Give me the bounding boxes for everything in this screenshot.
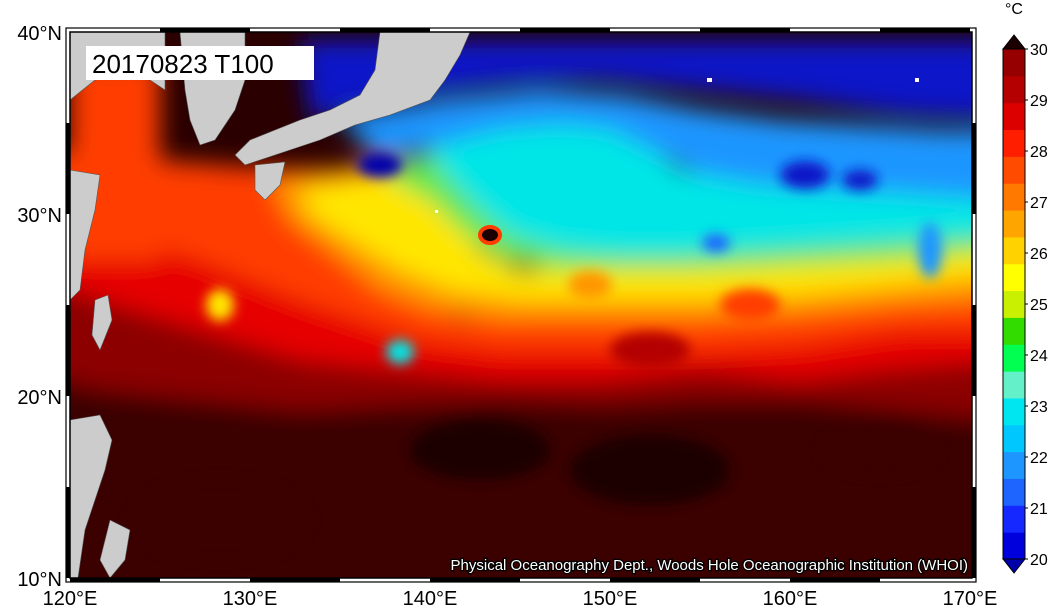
- colorbar-band: [1003, 129, 1025, 157]
- colorbar-band: [1003, 532, 1025, 560]
- colorbar-tick-label: 24: [1030, 348, 1048, 365]
- lon-tick-label: 150°E: [583, 588, 638, 610]
- colorbar-band: [1003, 75, 1025, 104]
- lon-tick-label: 130°E: [223, 588, 278, 610]
- lat-tick-label: 20°N: [17, 387, 62, 409]
- credit-text: Physical Oceanography Dept., Woods Hole …: [451, 557, 968, 574]
- colorbar-band: [1003, 451, 1025, 479]
- colorbar: 20 21 22 23 24 25 26 27 28 29 30: [1001, 34, 1048, 574]
- checkered-border: [66, 28, 976, 582]
- latitude-labels: 40°N 30°N 20°N 10°N: [17, 23, 62, 591]
- colorbar-tick-label: 29: [1030, 93, 1048, 110]
- colorbar-band: [1003, 210, 1025, 238]
- colorbar-band: [1003, 156, 1025, 184]
- lon-tick-label: 120°E: [43, 588, 98, 610]
- colorbar-tick-label: 21: [1030, 501, 1048, 518]
- colorbar-tick-label: 27: [1030, 195, 1048, 212]
- colorbar-band: [1003, 317, 1025, 345]
- colorbar-band: [1003, 183, 1025, 211]
- colorbar-unit: °C: [1005, 1, 1023, 18]
- lat-tick-label: 30°N: [17, 205, 62, 227]
- colorbar-band: [1003, 263, 1025, 292]
- colorbar-tick-label: 30: [1030, 42, 1048, 59]
- colorbar-tick-label: 25: [1030, 297, 1048, 314]
- colorbar-tick-label: 20: [1030, 552, 1048, 569]
- colorbar-band: [1003, 290, 1025, 318]
- temperature-field: [70, 32, 972, 578]
- longitude-labels: 120°E 130°E 140°E 150°E 160°E 170°E: [43, 588, 998, 610]
- date-stamp: 20170823 T100: [92, 49, 274, 79]
- colorbar-band: [1003, 49, 1025, 77]
- warm-eddy-spot: [478, 225, 502, 245]
- colorbar-tick-label: 26: [1030, 246, 1048, 263]
- colorbar-band: [1003, 236, 1025, 265]
- colorbar-tick-label: 28: [1030, 144, 1048, 161]
- colorbar-band: [1003, 344, 1025, 372]
- colorbar-band: [1003, 478, 1025, 506]
- lon-tick-label: 160°E: [763, 588, 818, 610]
- colorbar-band: [1003, 397, 1025, 426]
- lon-tick-label: 170°E: [943, 588, 998, 610]
- colorbar-tick-label: 23: [1030, 399, 1048, 416]
- colorbar-band: [1003, 371, 1025, 399]
- lat-tick-label: 40°N: [17, 23, 62, 45]
- colorbar-tick-label: 22: [1030, 450, 1048, 467]
- lon-tick-label: 140°E: [403, 588, 458, 610]
- colorbar-band: [1003, 424, 1025, 453]
- colorbar-max-cap: [1001, 34, 1027, 50]
- colorbar-band: [1003, 505, 1025, 533]
- colorbar-min-cap: [1001, 558, 1027, 574]
- date-stamp-box: [86, 46, 314, 80]
- lat-tick-label: 10°N: [17, 569, 62, 591]
- colorbar-band: [1003, 102, 1025, 131]
- small-islands: [435, 78, 919, 213]
